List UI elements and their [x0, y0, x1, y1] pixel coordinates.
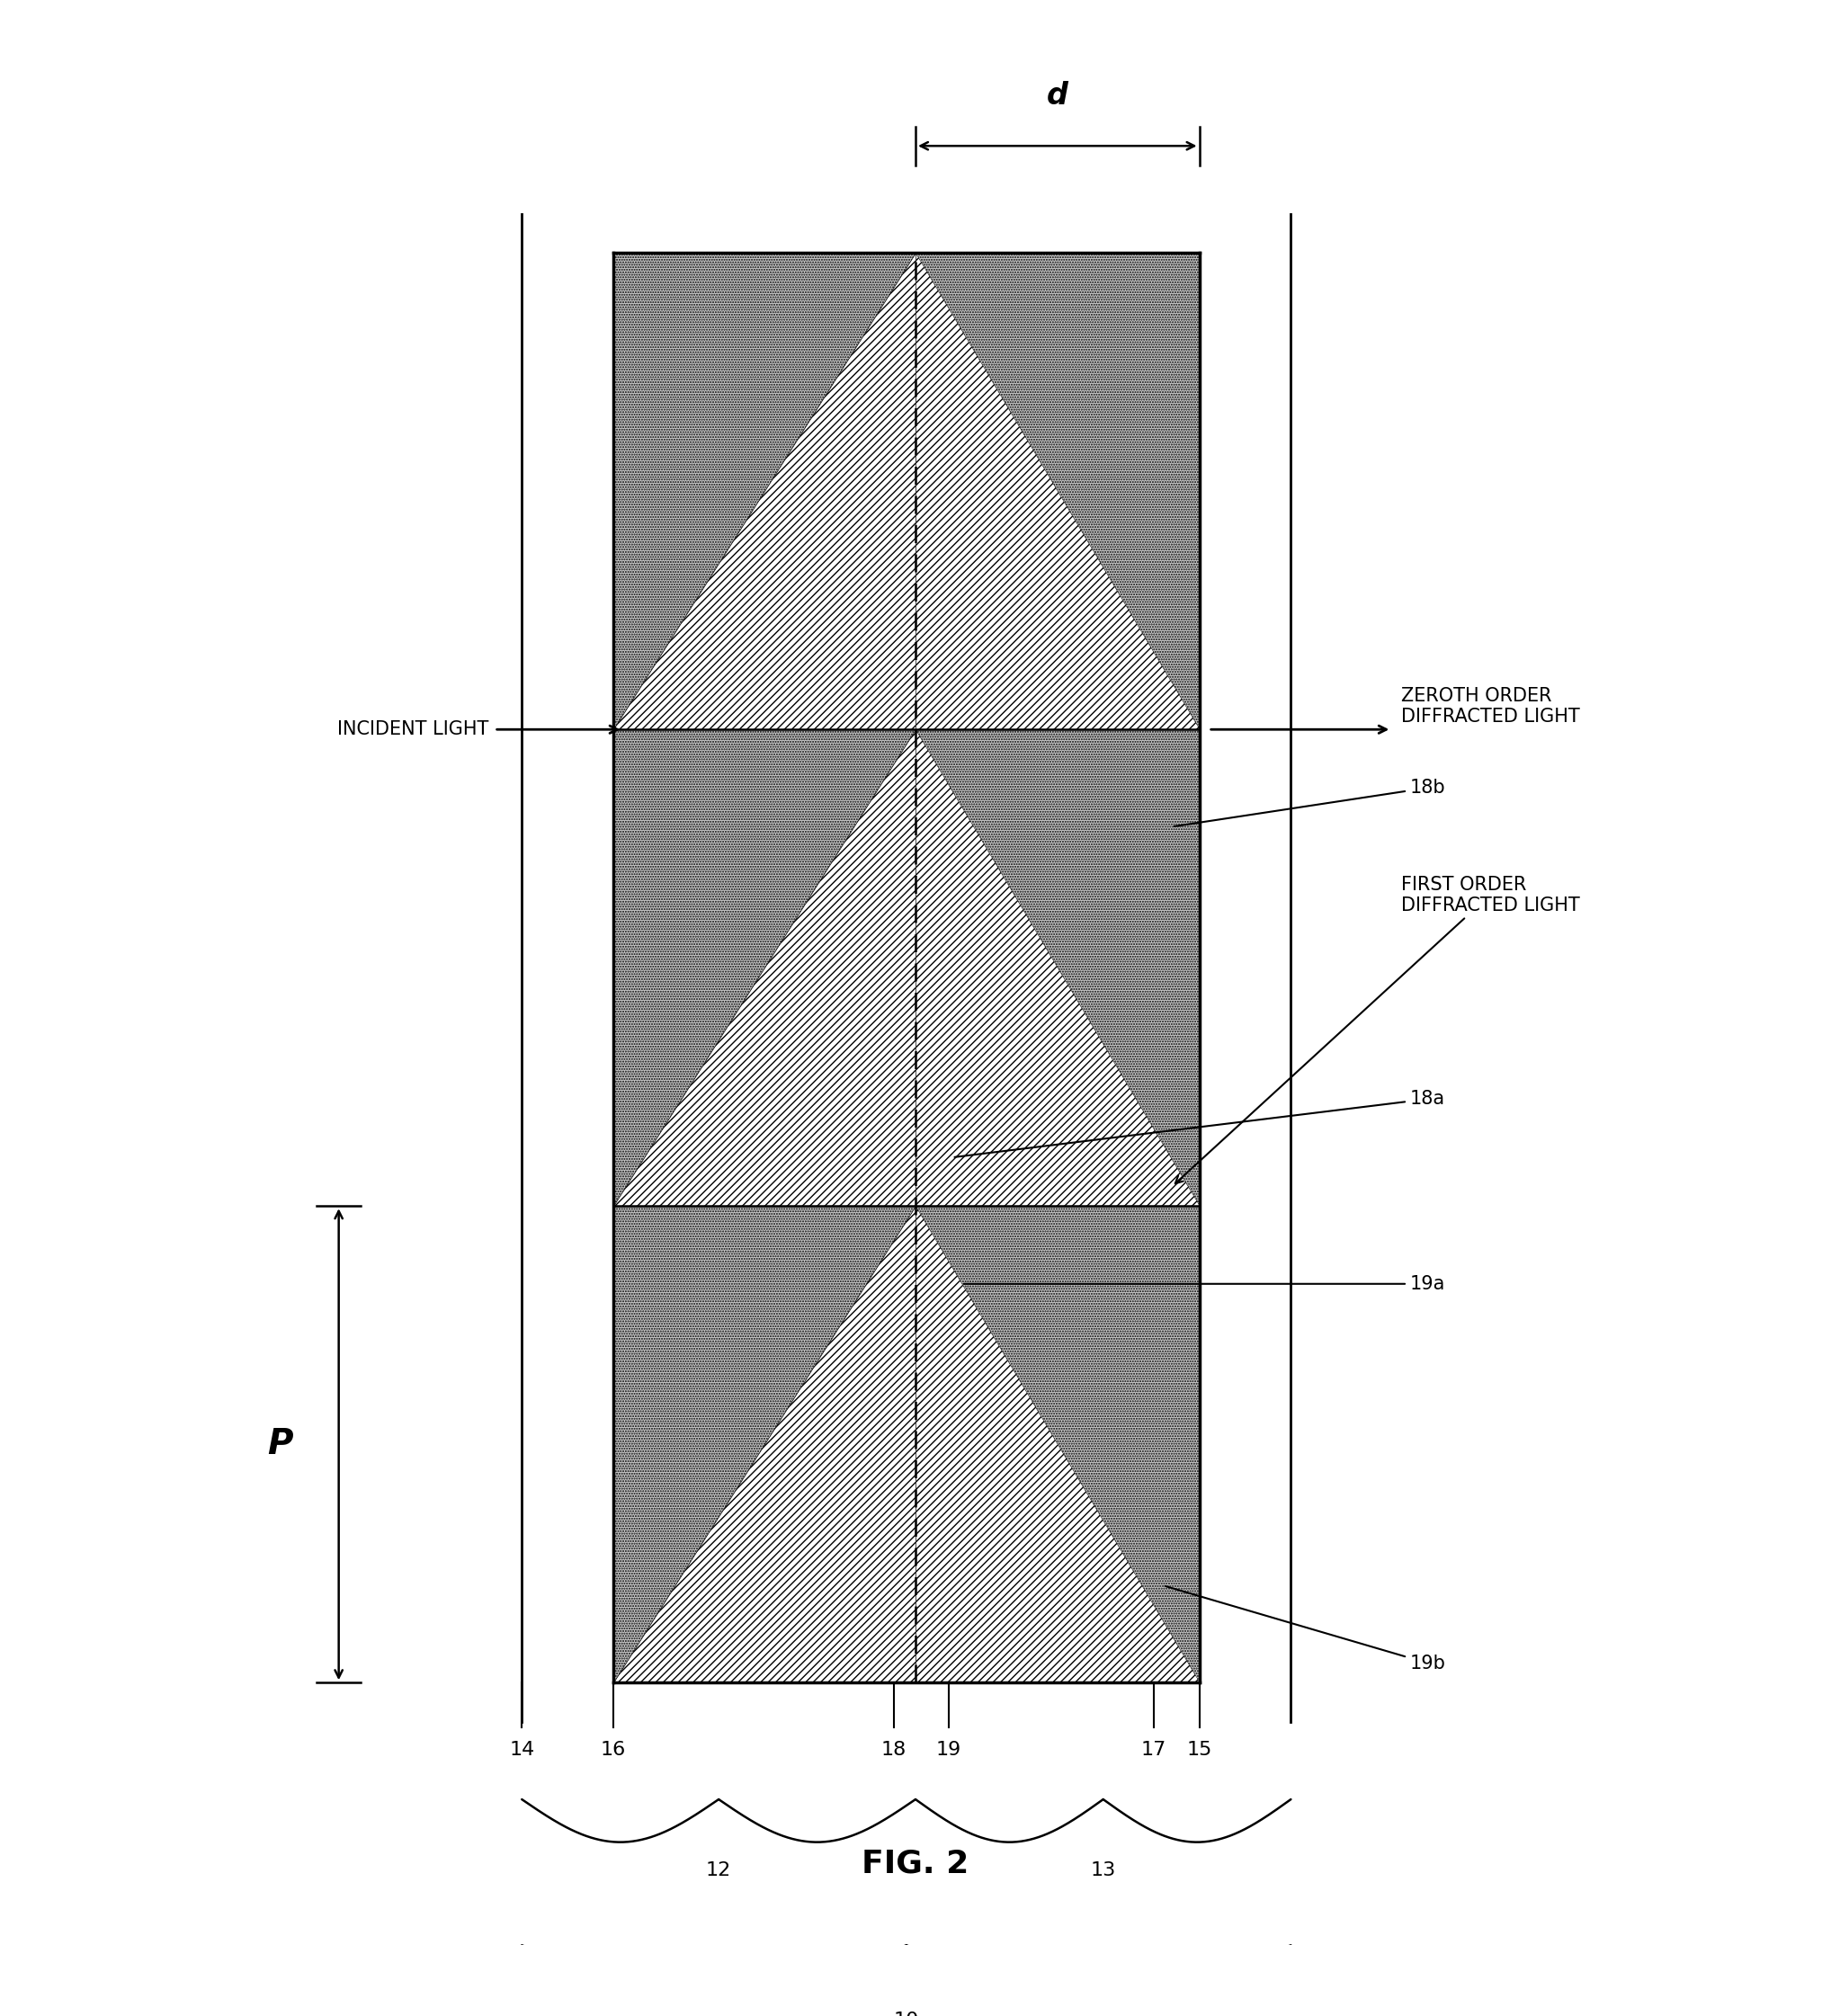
Polygon shape	[613, 730, 916, 1206]
Text: P: P	[267, 1427, 293, 1462]
Polygon shape	[613, 252, 916, 730]
Polygon shape	[916, 730, 1199, 1206]
Text: FIRST ORDER
DIFFRACTED LIGHT: FIRST ORDER DIFFRACTED LIGHT	[1176, 875, 1580, 1183]
Text: 12: 12	[707, 1861, 731, 1879]
Text: 13: 13	[1091, 1861, 1115, 1879]
Polygon shape	[613, 252, 916, 730]
Text: 18b: 18b	[1174, 778, 1445, 827]
Polygon shape	[916, 252, 1199, 730]
Polygon shape	[916, 730, 1199, 1206]
Text: 19: 19	[936, 1742, 961, 1760]
Text: 18a: 18a	[954, 1091, 1445, 1157]
Text: ZEROTH ORDER
DIFFRACTED LIGHT: ZEROTH ORDER DIFFRACTED LIGHT	[1401, 687, 1580, 726]
Polygon shape	[613, 730, 916, 1206]
Text: 15: 15	[1186, 1742, 1212, 1760]
Text: 10: 10	[894, 2012, 919, 2016]
Text: FIG. 2: FIG. 2	[862, 1849, 969, 1879]
Text: 19b: 19b	[1165, 1587, 1446, 1671]
Text: 16: 16	[601, 1742, 626, 1760]
Text: 14: 14	[509, 1742, 535, 1760]
Text: 18: 18	[881, 1742, 906, 1760]
Text: d: d	[1047, 81, 1067, 111]
Text: 17: 17	[1141, 1742, 1166, 1760]
Polygon shape	[613, 1206, 916, 1683]
Polygon shape	[916, 1206, 1199, 1683]
Text: INCIDENT LIGHT: INCIDENT LIGHT	[337, 720, 489, 738]
Text: 19a: 19a	[963, 1274, 1445, 1292]
Polygon shape	[916, 252, 1199, 730]
Polygon shape	[613, 1206, 916, 1683]
Polygon shape	[916, 1206, 1199, 1683]
